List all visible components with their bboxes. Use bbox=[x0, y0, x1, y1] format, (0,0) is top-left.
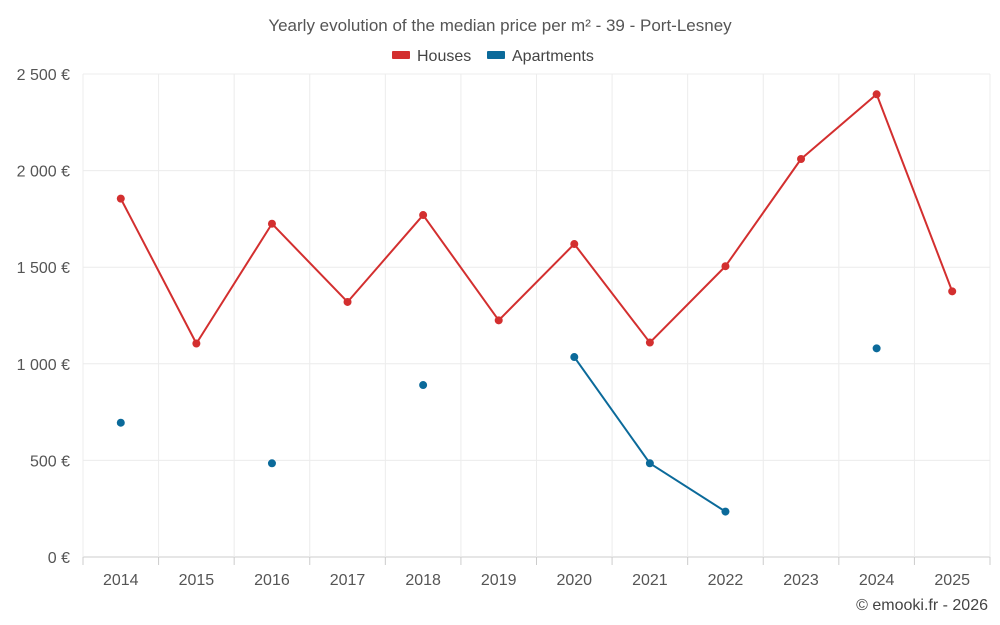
y-tick-label: 2 000 € bbox=[17, 164, 70, 181]
data-point-houses-2023[interactable] bbox=[797, 155, 806, 164]
data-point-houses-2022[interactable] bbox=[721, 262, 730, 271]
y-axis: 0 € 500 € 1 000 € 1 500 € 2 000 € 2 500 € bbox=[17, 67, 70, 567]
series-line-houses bbox=[119, 93, 954, 345]
legend-swatch-apartments bbox=[487, 51, 505, 59]
series-line-apartments bbox=[573, 356, 726, 513]
y-tick-label: 2 500 € bbox=[17, 67, 70, 84]
data-point-houses-2014[interactable] bbox=[116, 194, 125, 203]
y-tick-label: 500 € bbox=[30, 453, 70, 470]
x-tick-label: 2020 bbox=[556, 572, 592, 589]
x-tick-label: 2025 bbox=[934, 572, 970, 589]
credit-text: © emooki.fr - 2026 bbox=[856, 597, 988, 614]
series-houses bbox=[116, 90, 957, 348]
legend-label-apartments: Apartments bbox=[512, 48, 594, 65]
y-tick-label: 1 000 € bbox=[17, 357, 70, 374]
x-tick-label: 2015 bbox=[179, 572, 215, 589]
data-point-houses-2016[interactable] bbox=[267, 219, 276, 228]
x-tick-label: 2014 bbox=[103, 572, 139, 589]
data-point-houses-2021[interactable] bbox=[645, 338, 654, 347]
data-point-apartments-2024[interactable] bbox=[872, 344, 881, 353]
data-point-houses-2017[interactable] bbox=[343, 297, 352, 306]
data-point-apartments-2016[interactable] bbox=[267, 459, 276, 468]
grid-layer bbox=[82, 73, 991, 558]
y-tick-label: 1 500 € bbox=[17, 260, 70, 277]
legend-label-houses: Houses bbox=[417, 48, 471, 65]
x-tick-label: 2018 bbox=[405, 572, 441, 589]
data-point-apartments-2018[interactable] bbox=[419, 381, 428, 390]
data-point-apartments-2014[interactable] bbox=[116, 418, 125, 427]
x-tick-label: 2017 bbox=[330, 572, 366, 589]
legend-item-apartments[interactable]: Apartments bbox=[487, 48, 594, 65]
data-point-houses-2020[interactable] bbox=[570, 240, 579, 249]
series-apartments bbox=[116, 344, 881, 516]
legend: Houses Apartments bbox=[392, 48, 594, 65]
x-tick-label: 2023 bbox=[783, 572, 819, 589]
data-point-houses-2015[interactable] bbox=[192, 339, 201, 348]
legend-swatch-houses bbox=[392, 51, 410, 59]
x-tick-label: 2016 bbox=[254, 572, 290, 589]
x-tick-label: 2021 bbox=[632, 572, 668, 589]
x-tick-label: 2024 bbox=[859, 572, 895, 589]
x-tick-label: 2022 bbox=[708, 572, 744, 589]
chart-title: Yearly evolution of the median price per… bbox=[268, 16, 732, 35]
legend-item-houses[interactable]: Houses bbox=[392, 48, 471, 65]
x-axis: 2014 2015 2016 2017 2018 2019 2020 2021 2022 2023… bbox=[82, 557, 991, 589]
data-point-apartments-2022[interactable] bbox=[721, 507, 730, 516]
data-point-apartments-2021[interactable] bbox=[645, 459, 654, 468]
series-layer bbox=[116, 90, 957, 516]
x-tick-label: 2019 bbox=[481, 572, 517, 589]
data-point-houses-2025[interactable] bbox=[948, 287, 957, 296]
data-point-houses-2024[interactable] bbox=[872, 90, 881, 99]
data-point-apartments-2020[interactable] bbox=[570, 353, 579, 362]
data-point-houses-2019[interactable] bbox=[494, 316, 503, 325]
data-point-houses-2018[interactable] bbox=[419, 211, 428, 220]
y-tick-label: 0 € bbox=[48, 550, 70, 567]
